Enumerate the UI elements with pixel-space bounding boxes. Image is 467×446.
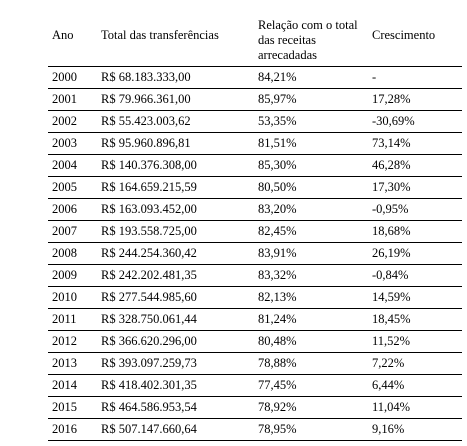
- table-cell: R$ 55.423.003,62: [97, 110, 254, 133]
- transfers-table: Ano Total das transferências Relação com…: [48, 8, 462, 441]
- table-cell: 46,28%: [368, 154, 462, 177]
- table-cell: 2011: [48, 308, 97, 331]
- table-cell: 2012: [48, 330, 97, 353]
- table-cell: -0,95%: [368, 198, 462, 221]
- table-cell: 85,97%: [254, 88, 368, 111]
- table-cell: 2006: [48, 198, 97, 221]
- header-cell: Crescimento: [368, 8, 462, 67]
- table-cell: 81,51%: [254, 132, 368, 155]
- table-cell: R$ 163.093.452,00: [97, 198, 254, 221]
- table-cell: 2008: [48, 242, 97, 265]
- table-row: 2014 R$ 418.402.301,35 77,45% 6,44%: [48, 374, 462, 397]
- table-cell: 7,22%: [368, 352, 462, 375]
- table-cell: 11,04%: [368, 396, 462, 419]
- table-cell: 2014: [48, 374, 97, 397]
- table-row: 2007 R$ 193.558.725,00 82,45% 18,68%: [48, 220, 462, 243]
- table-row: 2012 R$ 366.620.296,00 80,48% 11,52%: [48, 330, 462, 353]
- table-cell: R$ 140.376.308,00: [97, 154, 254, 177]
- table-cell: -30,69%: [368, 110, 462, 133]
- table-cell: 78,88%: [254, 352, 368, 375]
- table-row: 2015 R$ 464.586.953,54 78,92% 11,04%: [48, 396, 462, 419]
- table-row: 2013 R$ 393.097.259,73 78,88% 7,22%: [48, 352, 462, 375]
- table-cell: R$ 277.544.985,60: [97, 286, 254, 309]
- header-row: Ano Total das transferências Relação com…: [48, 8, 462, 67]
- header-cell: Ano: [48, 8, 97, 67]
- table-row: 2009 R$ 242.202.481,35 83,32% -0,84%: [48, 264, 462, 287]
- table-cell: R$ 464.586.953,54: [97, 396, 254, 419]
- table-cell: 81,24%: [254, 308, 368, 331]
- table-row: 2010 R$ 277.544.985,60 82,13% 14,59%: [48, 286, 462, 309]
- table-cell: 2015: [48, 396, 97, 419]
- table-cell: -: [368, 66, 462, 89]
- table-cell: 17,30%: [368, 176, 462, 199]
- header-cell: Relação com o total das receitas arrecad…: [254, 8, 368, 67]
- table-cell: 2003: [48, 132, 97, 155]
- table-row: 2000 R$ 68.183.333,00 84,21% -: [48, 66, 462, 89]
- table-cell: 2002: [48, 110, 97, 133]
- header-cell: Total das transferências: [97, 8, 254, 67]
- table-cell: 82,13%: [254, 286, 368, 309]
- table-row: 2016 R$ 507.147.660,64 78,95% 9,16%: [48, 418, 462, 441]
- table-cell: 78,92%: [254, 396, 368, 419]
- table-cell: 2001: [48, 88, 97, 111]
- table-cell: R$ 366.620.296,00: [97, 330, 254, 353]
- table-cell: 2009: [48, 264, 97, 287]
- table-cell: 80,48%: [254, 330, 368, 353]
- table-cell: R$ 95.960.896,81: [97, 132, 254, 155]
- table-cell: R$ 68.183.333,00: [97, 66, 254, 89]
- table-cell: R$ 393.097.259,73: [97, 352, 254, 375]
- table-row: 2001 R$ 79.966.361,00 85,97% 17,28%: [48, 88, 462, 111]
- table-cell: 77,45%: [254, 374, 368, 397]
- table-row: 2008 R$ 244.254.360,42 83,91% 26,19%: [48, 242, 462, 265]
- table-cell: R$ 242.202.481,35: [97, 264, 254, 287]
- table-row: 2011 R$ 328.750.061,44 81,24% 18,45%: [48, 308, 462, 331]
- table-row: 2004 R$ 140.376.308,00 85,30% 46,28%: [48, 154, 462, 177]
- table-cell: 2007: [48, 220, 97, 243]
- table-cell: R$ 244.254.360,42: [97, 242, 254, 265]
- table-cell: 78,95%: [254, 418, 368, 441]
- table-cell: 83,91%: [254, 242, 368, 265]
- table-cell: -0,84%: [368, 264, 462, 287]
- table-cell: 18,45%: [368, 308, 462, 331]
- table-cell: 26,19%: [368, 242, 462, 265]
- table-cell: 82,45%: [254, 220, 368, 243]
- table-cell: 2010: [48, 286, 97, 309]
- table-cell: 53,35%: [254, 110, 368, 133]
- table-cell: 11,52%: [368, 330, 462, 353]
- table-cell: R$ 418.402.301,35: [97, 374, 254, 397]
- table-cell: R$ 164.659.215,59: [97, 176, 254, 199]
- table-row: 2002 R$ 55.423.003,62 53,35% -30,69%: [48, 110, 462, 133]
- table-cell: R$ 193.558.725,00: [97, 220, 254, 243]
- table-cell: R$ 328.750.061,44: [97, 308, 254, 331]
- table-cell: 6,44%: [368, 374, 462, 397]
- table-cell: 9,16%: [368, 418, 462, 441]
- table-cell: 17,28%: [368, 88, 462, 111]
- table-cell: 14,59%: [368, 286, 462, 309]
- table-cell: 2016: [48, 418, 97, 441]
- table-cell: 18,68%: [368, 220, 462, 243]
- table-cell: 2013: [48, 352, 97, 375]
- table-body: 2000 R$ 68.183.333,00 84,21% -2001 R$ 79.966…: [48, 66, 462, 441]
- table-cell: R$ 79.966.361,00: [97, 88, 254, 111]
- table-row: 2003 R$ 95.960.896,81 81,51% 73,14%: [48, 132, 462, 155]
- table-cell: 85,30%: [254, 154, 368, 177]
- table-cell: 2004: [48, 154, 97, 177]
- table-cell: 2005: [48, 176, 97, 199]
- table-row: 2006 R$ 163.093.452,00 83,20% -0,95%: [48, 198, 462, 221]
- table-cell: 83,32%: [254, 264, 368, 287]
- table-row: 2005 R$ 164.659.215,59 80,50% 17,30%: [48, 176, 462, 199]
- table-cell: 73,14%: [368, 132, 462, 155]
- table-cell: R$ 507.147.660,64: [97, 418, 254, 441]
- table-cell: 84,21%: [254, 66, 368, 89]
- table-cell: 80,50%: [254, 176, 368, 199]
- table-cell: 83,20%: [254, 198, 368, 221]
- table-cell: 2000: [48, 66, 97, 89]
